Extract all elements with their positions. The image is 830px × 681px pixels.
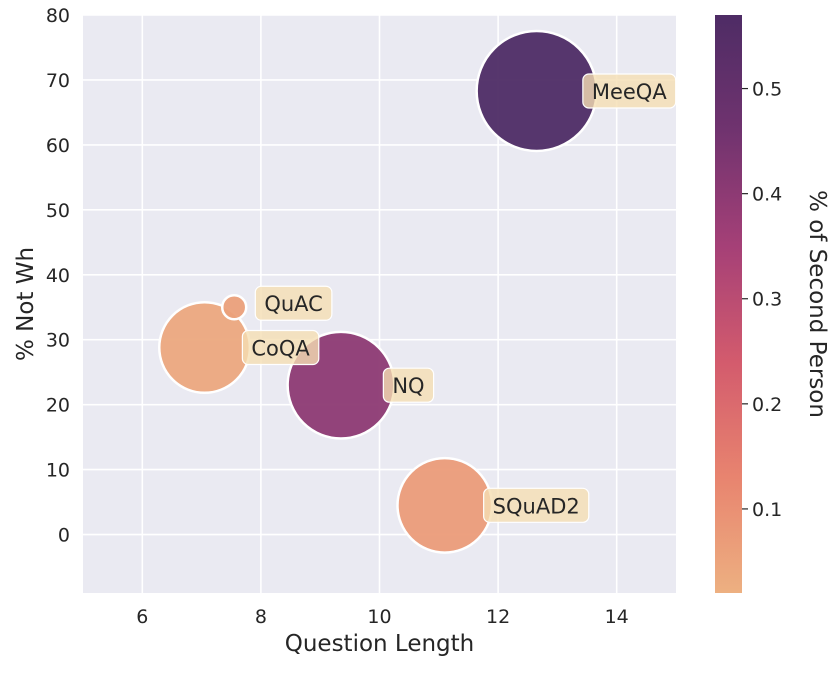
point-squad2 [396,456,494,554]
x-tick-label: 6 [136,606,148,628]
colorbar [715,15,742,593]
point-labels: MeeQA QuAC CoQA NQ SQuAD2 [241,73,677,523]
data-points [158,29,598,554]
label-box [241,329,320,366]
label-meeqa: MeeQA [582,73,677,109]
label-box [382,367,435,403]
y-tick-label: 10 [46,460,70,482]
y-tick-label: 30 [46,330,70,352]
label-text: CoQA [251,337,310,361]
y-tick-label: 80 [46,5,70,27]
label-text: NQ [392,374,424,398]
x-tick-label: 10 [367,606,391,628]
label-squad2: SQuAD2 [483,487,590,523]
y-axis-label: % Not Wh [13,247,39,361]
label-box [254,285,333,321]
label-text: MeeQA [592,80,667,104]
label-nq: NQ [382,367,435,403]
colorbar-tick-label: 0.5 [752,79,782,101]
label-coqa: CoQA [241,329,320,366]
y-tick-label: 60 [46,135,70,157]
label-text: QuAC [264,292,323,316]
label-text: SQuAD2 [493,494,580,518]
colorbar-label: % of Second Person [804,190,830,418]
y-axis-ticks: 0 10 20 30 40 50 60 70 80 [46,5,70,547]
colorbar-tick-label: 0.3 [752,289,782,311]
point-meeqa [475,29,598,153]
label-box [582,73,677,109]
colorbar-tick-label: 0.4 [752,184,782,206]
x-tick-label: 12 [486,606,510,628]
x-tick-label: 14 [605,606,629,628]
point-quac [220,293,248,321]
y-tick-label: 0 [58,525,70,547]
label-quac: QuAC [254,285,333,321]
x-tick-label: 8 [255,606,267,628]
colorbar-tick-label: 0.1 [752,499,782,521]
colorbar-tick-label: 0.2 [752,394,782,416]
y-tick-label: 50 [46,200,70,222]
y-tick-label: 40 [46,265,70,287]
label-box [483,487,590,523]
y-tick-label: 70 [46,70,70,92]
colorbar-ticks: 0.1 0.2 0.3 0.4 0.5 [742,79,782,521]
x-axis-label: Question Length [285,631,475,657]
y-tick-label: 20 [46,395,70,417]
x-axis-ticks: 6 8 10 12 14 [136,606,629,628]
